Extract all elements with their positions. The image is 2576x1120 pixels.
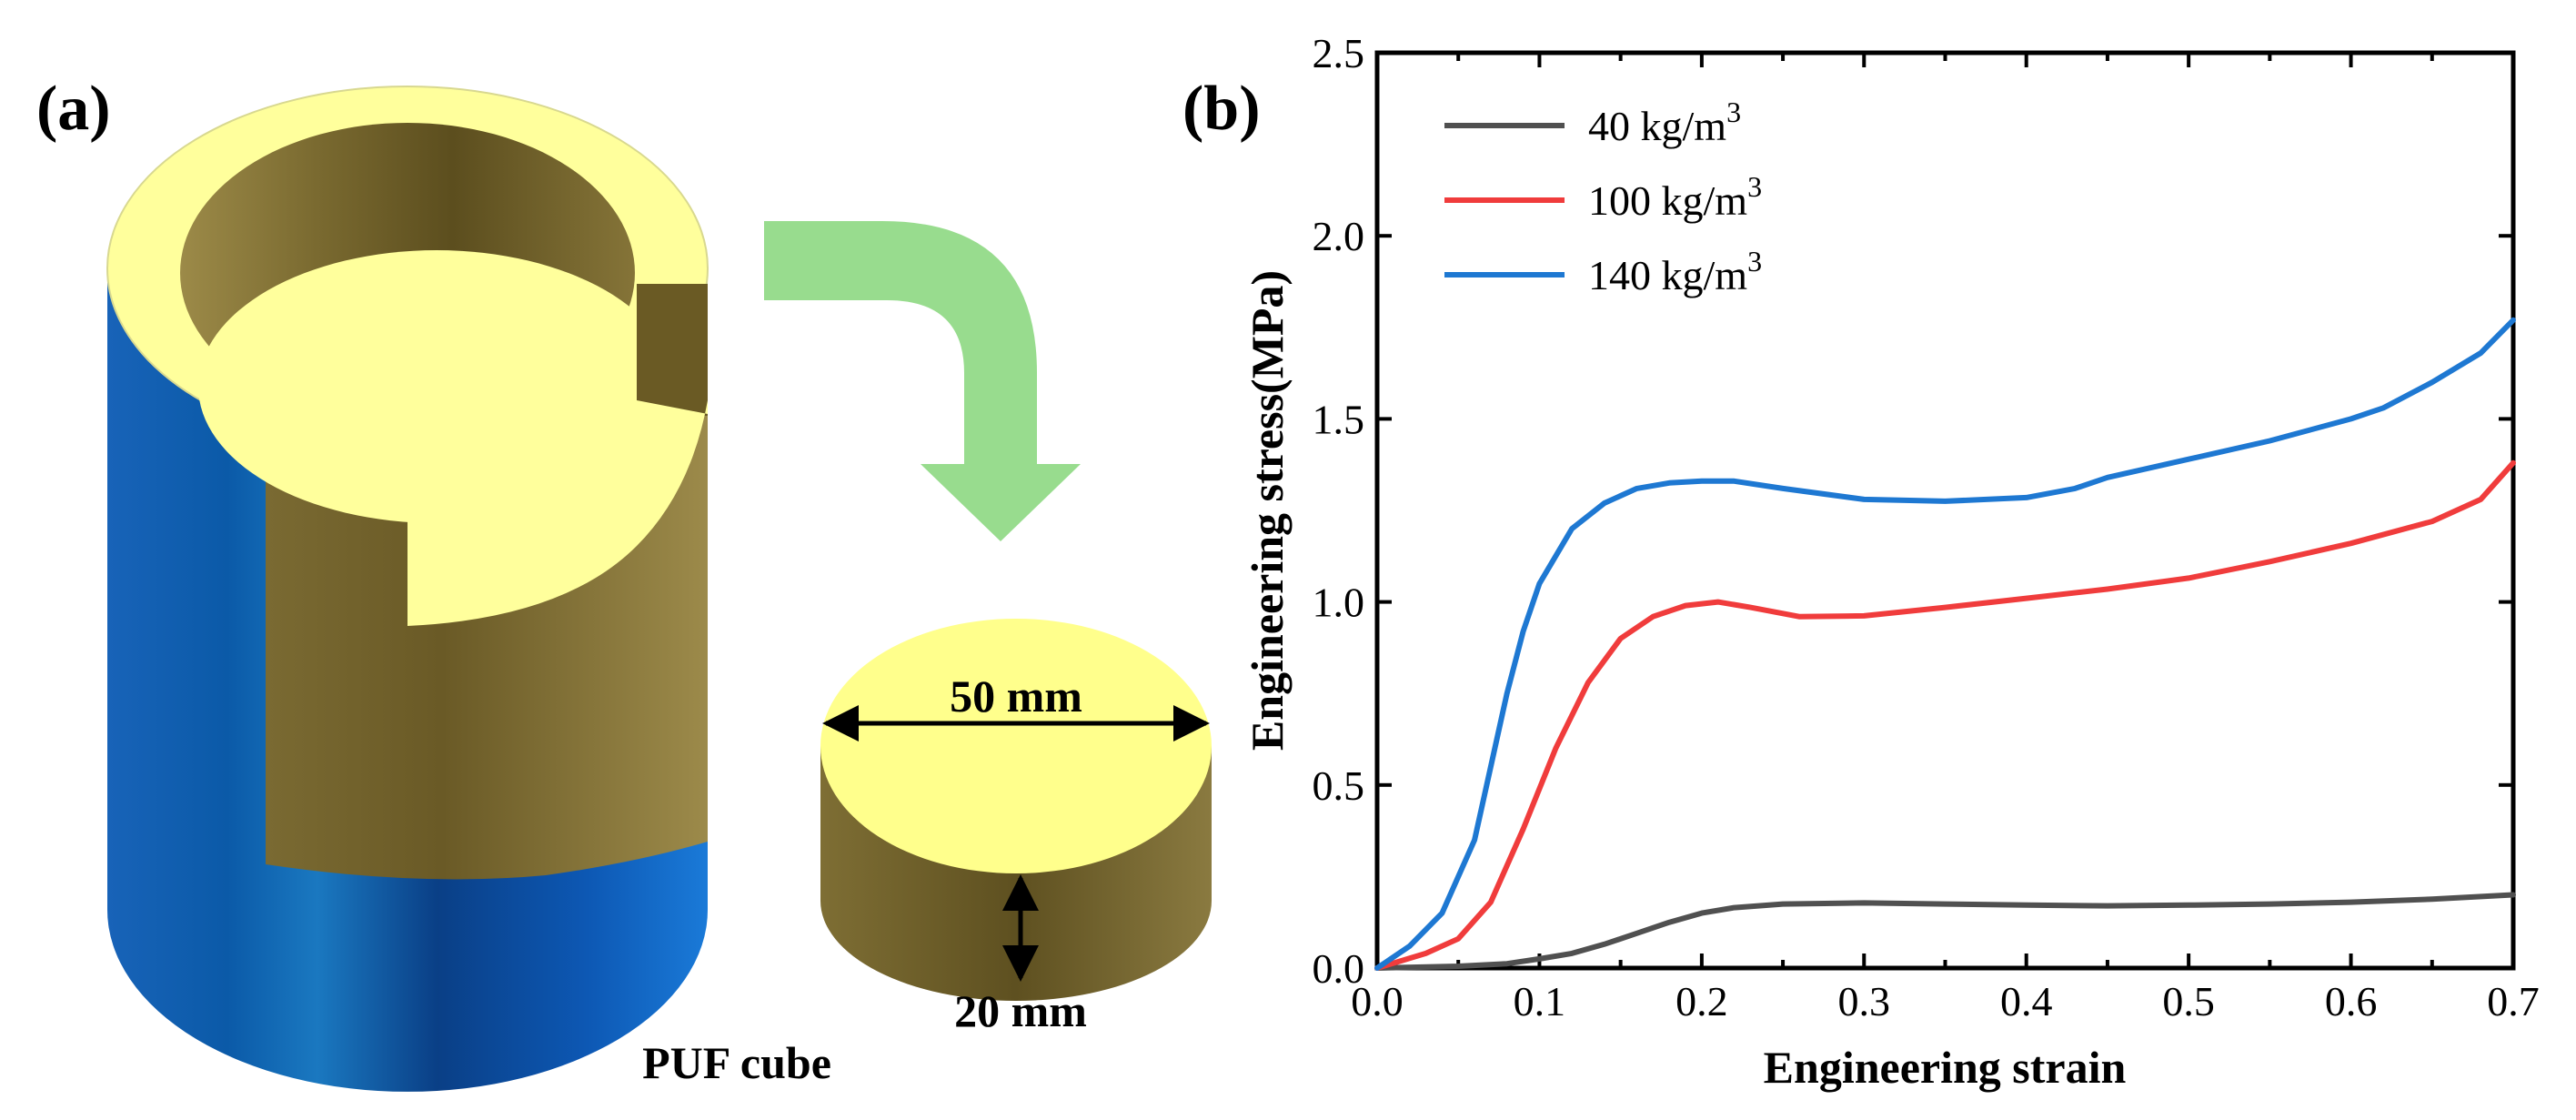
- y-tick-label: 0.5: [1313, 762, 1365, 809]
- x-tick-label: 0.0: [1351, 978, 1404, 1024]
- mold-cylinder: [106, 86, 709, 1092]
- diameter-label: 50 mm: [950, 671, 1082, 721]
- x-tick-label: 0.1: [1514, 978, 1566, 1024]
- panel-b: (b) 0.0 0.1 0.2 0.3 0.4 0.5 0.6 0.7 0.0 0.5 1.0 1.…: [1182, 30, 2540, 1093]
- plot-frame: [1374, 50, 2516, 971]
- process-arrow: [764, 221, 1081, 541]
- x-tick-label: 0.4: [2000, 978, 2053, 1024]
- y-tick-label: 2.0: [1313, 213, 1365, 259]
- caption-puf-cube: PUF cube: [642, 1037, 831, 1088]
- legend-label-3: 140 kg/m3: [1588, 245, 1762, 298]
- x-axis: 0.0 0.1 0.2 0.3 0.4 0.5 0.6 0.7: [1351, 53, 2540, 1024]
- legend-label-1: 40 kg/m3: [1588, 96, 1741, 149]
- plot-area: [1374, 50, 2516, 971]
- x-axis-title: Engineering strain: [1764, 1042, 2127, 1093]
- x-tick-label: 0.6: [2325, 978, 2378, 1024]
- series-line-3: [1374, 317, 2516, 971]
- series-line-2: [1374, 459, 2516, 971]
- x-tick-label: 0.3: [1838, 978, 1891, 1024]
- series-line-1: [1374, 892, 2516, 971]
- series-lines: [1374, 317, 2516, 971]
- y-tick-label: 2.5: [1313, 30, 1365, 76]
- legend-label-2: 100 kg/m3: [1588, 170, 1762, 224]
- x-tick-label: 0.7: [2487, 978, 2540, 1024]
- y-axis-title: Engineering stress(MPa): [1242, 270, 1293, 751]
- x-tick-label: 0.5: [2162, 978, 2215, 1024]
- sample-disk: 50 mm 20 mm: [820, 619, 1212, 1036]
- y-tick-label: 1.0: [1313, 580, 1365, 626]
- y-tick-label: 1.5: [1313, 396, 1365, 442]
- panel-a: (a): [36, 74, 1212, 1092]
- x-tick-label: 0.2: [1675, 978, 1728, 1024]
- y-tick-label: 0.0: [1313, 945, 1365, 992]
- height-label: 20 mm: [954, 985, 1087, 1036]
- legend: 40 kg/m3 100 kg/m3 140 kg/m3: [1444, 96, 1762, 298]
- panel-a-label: (a): [36, 74, 111, 144]
- panel-b-label: (b): [1182, 74, 1261, 144]
- y-axis: 0.0 0.5 1.0 1.5 2.0 2.5: [1313, 30, 2513, 992]
